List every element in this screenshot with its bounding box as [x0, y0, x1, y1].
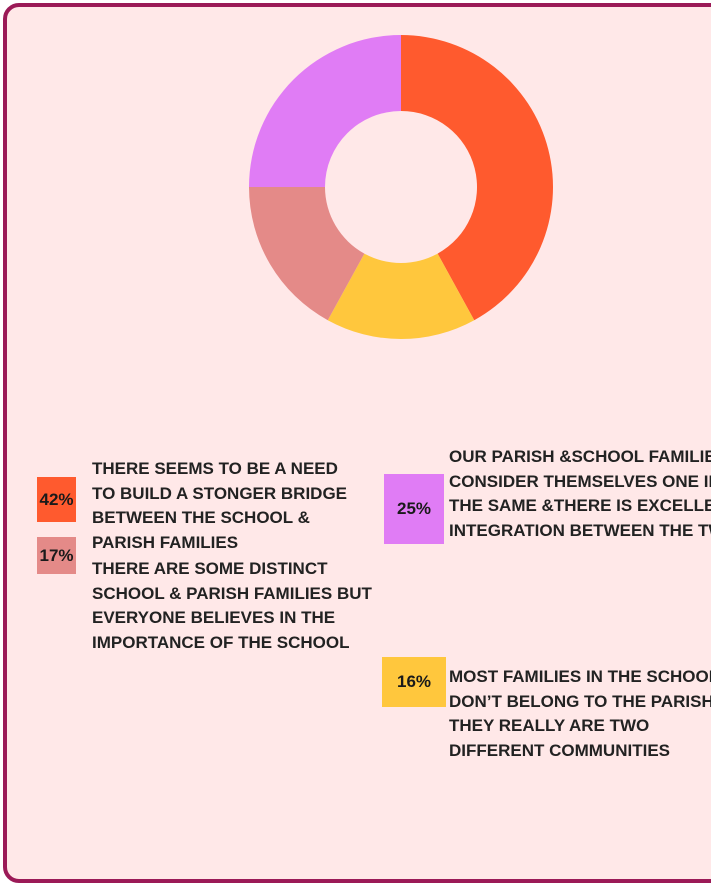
legend-label: THERE ARE SOME DISTINCT SCHOOL & PARISH …: [92, 559, 372, 652]
chart: [249, 35, 553, 339]
slice: [401, 35, 553, 321]
legend-label: OUR PARISH &SCHOOL FAMILIES CONSIDER THE…: [449, 447, 711, 540]
card: 42% THERE SEEMS TO BE A NEED TO BUILD A S…: [3, 3, 711, 883]
slice: [249, 187, 365, 321]
legend-label: MOST FAMILIES IN THE SCHOOL DON’T BELONG…: [449, 667, 711, 760]
slice: [249, 35, 401, 187]
legend-swatch: 17%: [37, 537, 76, 574]
legend-swatch: 42%: [37, 477, 76, 522]
legend-label: THERE SEEMS TO BE A NEED TO BUILD A STON…: [92, 459, 348, 552]
slice: [327, 253, 475, 339]
legend-swatch: 16%: [382, 657, 446, 707]
legend-swatch: 25%: [384, 474, 444, 544]
